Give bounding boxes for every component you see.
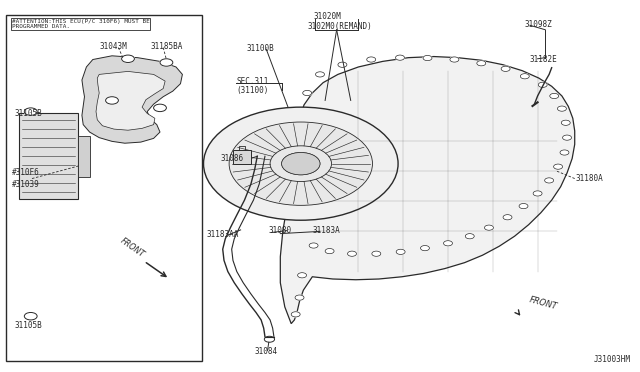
Text: 31105B: 31105B xyxy=(14,109,42,118)
Text: FRONT: FRONT xyxy=(118,237,146,259)
Text: #310F6: #310F6 xyxy=(12,169,39,177)
Circle shape xyxy=(557,106,566,111)
Text: 31183AA: 31183AA xyxy=(206,230,239,239)
Polygon shape xyxy=(280,57,575,324)
Text: FRONT: FRONT xyxy=(528,295,558,311)
Circle shape xyxy=(229,122,372,205)
Text: 31185BA: 31185BA xyxy=(150,42,183,51)
Text: 31098Z: 31098Z xyxy=(525,20,552,29)
Text: (31100): (31100) xyxy=(237,86,269,94)
Circle shape xyxy=(367,57,376,62)
Circle shape xyxy=(465,234,474,239)
Circle shape xyxy=(501,66,510,71)
Polygon shape xyxy=(96,71,165,130)
Bar xyxy=(233,150,251,164)
Circle shape xyxy=(122,55,134,62)
Circle shape xyxy=(348,251,356,256)
Circle shape xyxy=(520,74,529,79)
Circle shape xyxy=(484,225,493,230)
Circle shape xyxy=(477,61,486,66)
Circle shape xyxy=(450,57,459,62)
Text: 31086: 31086 xyxy=(221,154,244,163)
Circle shape xyxy=(560,150,569,155)
Circle shape xyxy=(154,104,166,112)
Circle shape xyxy=(444,241,452,246)
Text: 31043M: 31043M xyxy=(99,42,127,51)
Circle shape xyxy=(519,203,528,209)
Text: #31039: #31039 xyxy=(12,180,39,189)
Circle shape xyxy=(24,312,37,320)
Circle shape xyxy=(204,107,398,220)
Circle shape xyxy=(303,90,312,96)
Circle shape xyxy=(503,215,512,220)
Circle shape xyxy=(106,97,118,104)
Circle shape xyxy=(291,312,300,317)
Bar xyxy=(78,136,90,177)
Circle shape xyxy=(545,178,554,183)
Polygon shape xyxy=(82,56,182,143)
Circle shape xyxy=(372,251,381,256)
Circle shape xyxy=(338,62,347,67)
Text: 31084: 31084 xyxy=(255,347,278,356)
Text: SEC.311: SEC.311 xyxy=(237,77,269,86)
Circle shape xyxy=(554,164,563,169)
Circle shape xyxy=(298,273,307,278)
Circle shape xyxy=(295,295,304,300)
Text: 31080: 31080 xyxy=(269,226,292,235)
Circle shape xyxy=(160,59,173,66)
Circle shape xyxy=(550,93,559,99)
Circle shape xyxy=(533,191,542,196)
Circle shape xyxy=(538,82,547,87)
Circle shape xyxy=(24,108,37,115)
Bar xyxy=(19,113,78,199)
Bar xyxy=(6,15,202,361)
Circle shape xyxy=(396,55,404,60)
Circle shape xyxy=(325,248,334,254)
Circle shape xyxy=(561,120,570,125)
Text: J31003HM: J31003HM xyxy=(593,355,630,364)
Circle shape xyxy=(563,135,572,140)
Text: 31105B: 31105B xyxy=(14,321,42,330)
Circle shape xyxy=(309,243,318,248)
Text: 31020M: 31020M xyxy=(314,12,341,21)
Text: 31182E: 31182E xyxy=(530,55,557,64)
Text: 31100B: 31100B xyxy=(246,44,274,53)
Text: 3102M0(REMAND): 3102M0(REMAND) xyxy=(307,22,372,31)
Circle shape xyxy=(423,55,432,61)
Text: 31180A: 31180A xyxy=(576,174,604,183)
Circle shape xyxy=(396,249,405,254)
Circle shape xyxy=(316,72,324,77)
Text: 31183A: 31183A xyxy=(312,226,340,235)
Text: #ATTENTION:THIS ECU(P/C 310F6) MUST BE
PROGRAMMED DATA.: #ATTENTION:THIS ECU(P/C 310F6) MUST BE P… xyxy=(12,19,149,29)
Circle shape xyxy=(420,246,429,251)
Circle shape xyxy=(282,153,320,175)
